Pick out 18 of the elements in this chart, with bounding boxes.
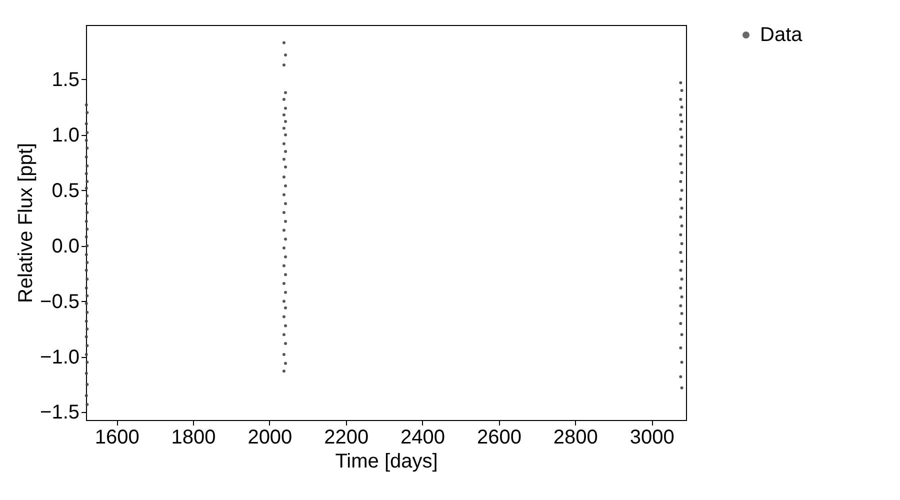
y-tick-label: −1.0 [40, 346, 80, 368]
x-tick-label: 2200 [324, 426, 369, 448]
x-tick-label: 2000 [248, 426, 292, 448]
x-tick-label: 1800 [171, 426, 216, 448]
y-tick-label: −1.5 [40, 402, 80, 424]
y-tick-label: 0.0 [52, 235, 80, 258]
x-tick-label: 2600 [476, 426, 522, 448]
y-tick-label: 1.5 [52, 68, 80, 91]
y-tick-label: −0.5 [40, 290, 80, 313]
x-tick-label: 1600 [94, 426, 140, 448]
x-axis-title: Time [days] [335, 450, 438, 472]
x-tick-label: 2800 [553, 426, 598, 448]
y-tick-label: 0.5 [52, 180, 80, 202]
y-tick-label: 1.0 [52, 124, 80, 146]
y-axis-title: Relative Flux [ppt] [15, 142, 38, 304]
x-tick-label: 3000 [630, 426, 674, 448]
x-tick-label: 2400 [400, 426, 446, 448]
legend-label: Data [760, 24, 804, 46]
